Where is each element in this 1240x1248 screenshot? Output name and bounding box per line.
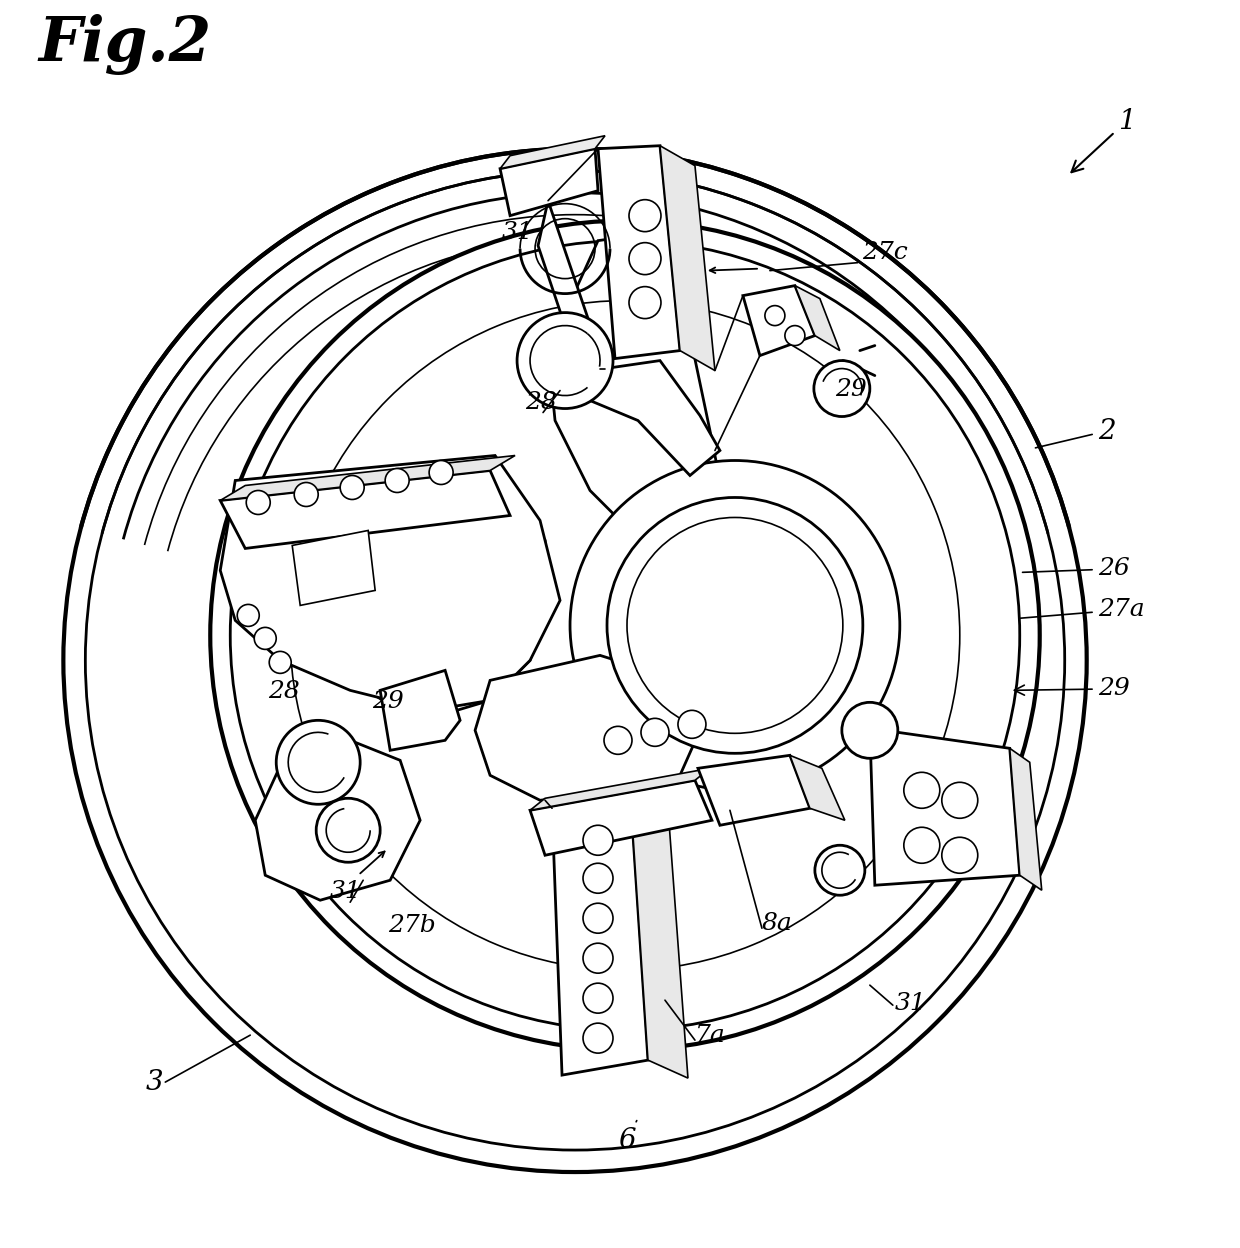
Polygon shape [293, 530, 376, 605]
Circle shape [429, 461, 453, 484]
Circle shape [815, 845, 864, 895]
Polygon shape [255, 740, 420, 900]
Polygon shape [795, 286, 839, 351]
Circle shape [765, 306, 785, 326]
Text: 1: 1 [1071, 107, 1136, 172]
Polygon shape [552, 790, 649, 1075]
Circle shape [629, 287, 661, 318]
Polygon shape [381, 670, 460, 750]
Text: 31: 31 [502, 221, 534, 243]
Text: 3: 3 [145, 1070, 162, 1096]
Circle shape [904, 773, 940, 809]
Circle shape [517, 312, 613, 408]
Circle shape [386, 468, 409, 493]
Circle shape [237, 604, 259, 626]
Polygon shape [698, 755, 810, 825]
Circle shape [211, 221, 1039, 1050]
Circle shape [316, 799, 381, 862]
Text: 31: 31 [895, 992, 926, 1015]
Polygon shape [790, 755, 844, 820]
Polygon shape [221, 456, 560, 710]
Polygon shape [1009, 749, 1042, 890]
Text: 29: 29 [1014, 678, 1130, 700]
Text: 26: 26 [1023, 558, 1130, 580]
Polygon shape [548, 231, 720, 530]
Text: 28: 28 [525, 391, 557, 413]
Polygon shape [598, 146, 680, 358]
Circle shape [942, 782, 978, 819]
Polygon shape [475, 655, 699, 800]
Text: 27c: 27c [862, 241, 908, 263]
Circle shape [583, 943, 613, 973]
Circle shape [254, 628, 277, 649]
Polygon shape [500, 149, 598, 216]
Circle shape [904, 827, 940, 864]
Polygon shape [630, 790, 688, 1078]
Text: 29: 29 [835, 378, 867, 401]
Circle shape [641, 719, 668, 746]
Circle shape [583, 983, 613, 1013]
Polygon shape [743, 286, 815, 356]
Circle shape [583, 1023, 613, 1053]
Circle shape [678, 710, 706, 739]
Circle shape [604, 726, 632, 754]
Text: 28: 28 [268, 680, 300, 704]
Polygon shape [330, 490, 548, 715]
Polygon shape [670, 490, 869, 700]
Circle shape [842, 703, 898, 759]
Circle shape [785, 326, 805, 346]
Polygon shape [660, 146, 715, 371]
Circle shape [247, 490, 270, 514]
Text: 27b: 27b [388, 915, 436, 937]
Polygon shape [538, 201, 720, 475]
Circle shape [629, 200, 661, 232]
Polygon shape [221, 470, 510, 548]
Text: 2: 2 [1035, 418, 1115, 448]
Circle shape [269, 651, 291, 674]
Circle shape [583, 864, 613, 894]
Text: 7a: 7a [694, 1025, 725, 1047]
Polygon shape [869, 729, 1019, 885]
Circle shape [294, 483, 319, 507]
Circle shape [340, 475, 365, 499]
Text: 29: 29 [372, 690, 404, 714]
Text: 6: 6 [618, 1121, 637, 1154]
Circle shape [813, 361, 869, 417]
Circle shape [608, 498, 863, 754]
Polygon shape [500, 136, 605, 168]
Circle shape [583, 904, 613, 934]
Circle shape [942, 837, 978, 874]
Circle shape [583, 825, 613, 855]
Text: 31: 31 [330, 880, 362, 904]
Polygon shape [529, 780, 712, 855]
Circle shape [277, 720, 360, 804]
Text: Fig.2: Fig.2 [38, 14, 212, 75]
Text: 8a: 8a [761, 912, 792, 935]
Circle shape [570, 461, 900, 790]
Circle shape [629, 242, 661, 275]
Polygon shape [221, 456, 515, 500]
Text: 27a: 27a [1021, 598, 1145, 622]
Polygon shape [529, 769, 711, 810]
